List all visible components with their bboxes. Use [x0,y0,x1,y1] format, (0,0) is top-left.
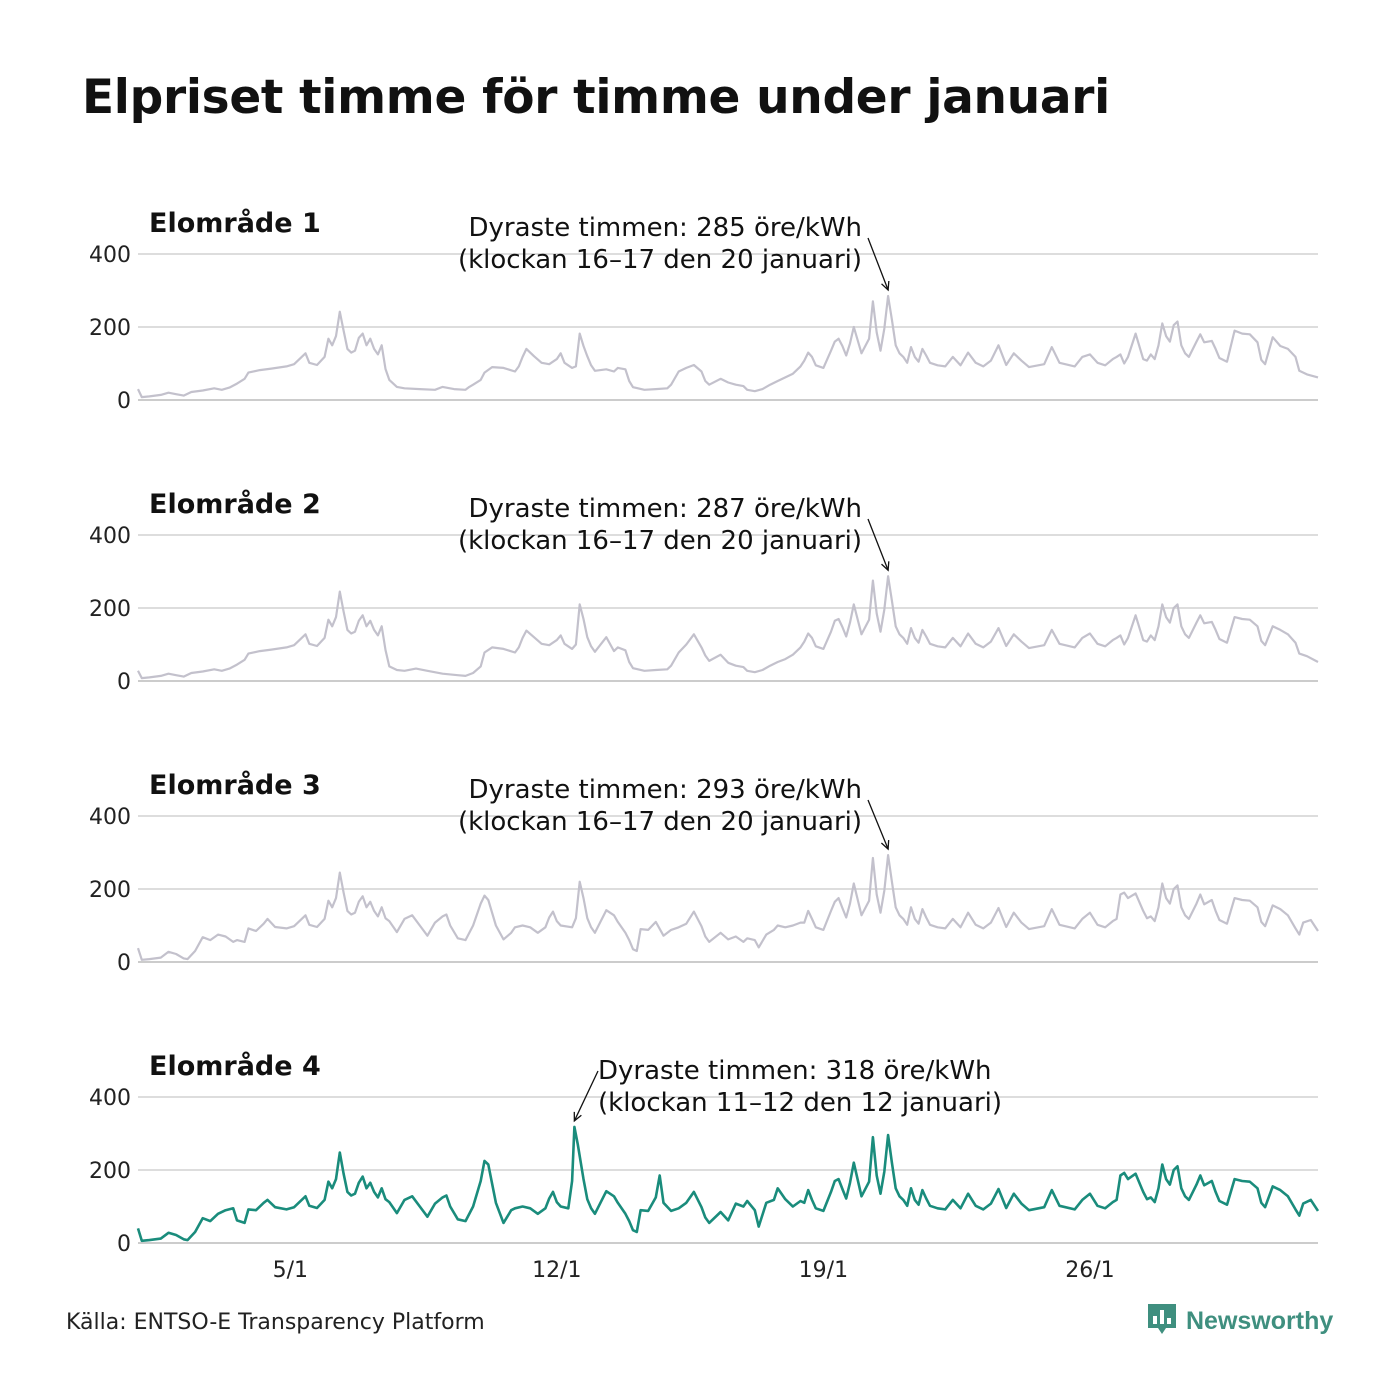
panel-title: Elområde 2 [149,488,321,520]
series-line [137,294,1319,399]
y-tick-label: 400 [89,1086,131,1111]
series-line [136,853,1319,961]
annotation-line-2: (klockan 16–17 den 20 januari) [458,526,862,556]
annotation-line-2: (klockan 16–17 den 20 januari) [458,807,862,837]
panel-elomrade-4: Elområde 4 0 200 400 Dyraste timmen: 318 öre… [89,1050,1320,1283]
y-tick-label: 400 [89,243,131,268]
annotation-arrowhead [573,1111,582,1123]
source-note: Källa: ENTSO-E Transparency Platform [66,1310,485,1335]
annotation-arrow [573,1070,599,1122]
y-tick-label: 200 [89,316,131,341]
y-tick-label: 0 [117,951,131,976]
brand-logo[interactable]: Newsworthy [1146,1302,1333,1340]
annotation-line-1: Dyraste timmen: 285 öre/kWh [468,213,862,243]
annotation-line-1: Dyraste timmen: 293 öre/kWh [468,775,862,805]
panel-elomrade-2: Elområde 2 0 200 400 Dyraste timmen: 287 öre… [89,488,1319,695]
x-tick-label: 5/1 [273,1258,308,1283]
series-line [137,575,1319,680]
y-tick-label: 200 [89,597,131,622]
y-tick-label: 200 [89,878,131,903]
series-line [136,1125,1320,1243]
panel-title: Elområde 4 [149,1050,321,1082]
panel-title: Elområde 3 [149,769,321,801]
annotation-line-1: Dyraste timmen: 318 öre/kWh [598,1056,992,1086]
panel-elomrade-1: Elområde 1 0 200 400 Dyraste timmen: 285 öre… [89,207,1319,414]
x-tick-label: 26/1 [1065,1258,1114,1283]
annotation-arrow [867,799,889,850]
y-tick-label: 200 [89,1159,131,1184]
panel-title: Elområde 1 [149,207,321,239]
y-tick-label: 0 [117,670,131,695]
annotation-arrowhead [881,561,890,572]
x-tick-label: 19/1 [799,1258,848,1283]
annotation-arrowhead [881,280,890,292]
annotation-arrow [867,237,889,291]
annotation-line-1: Dyraste timmen: 287 öre/kWh [468,494,862,524]
brand-name: Newsworthy [1186,1306,1334,1335]
y-tick-label: 0 [117,389,131,414]
annotation-line-2: (klockan 16–17 den 20 januari) [458,245,862,275]
y-tick-label: 400 [89,805,131,830]
small-multiples-chart: Elområde 1 0 200 400 Dyraste timmen: 285 öre… [89,207,1320,1283]
annotation-arrow [867,518,889,571]
panel-elomrade-3: Elområde 3 0 200 400 Dyraste timmen: 293 öre… [89,769,1319,976]
bar-chart-icon [1146,1302,1178,1340]
x-tick-label: 12/1 [532,1258,581,1283]
chart-title: Elpriset timme för timme under januari [82,70,1110,125]
y-tick-label: 0 [117,1232,131,1257]
annotation-line-2: (klockan 11–12 den 12 januari) [598,1088,1002,1118]
annotation-arrowhead [880,840,890,851]
y-tick-label: 400 [89,524,131,549]
